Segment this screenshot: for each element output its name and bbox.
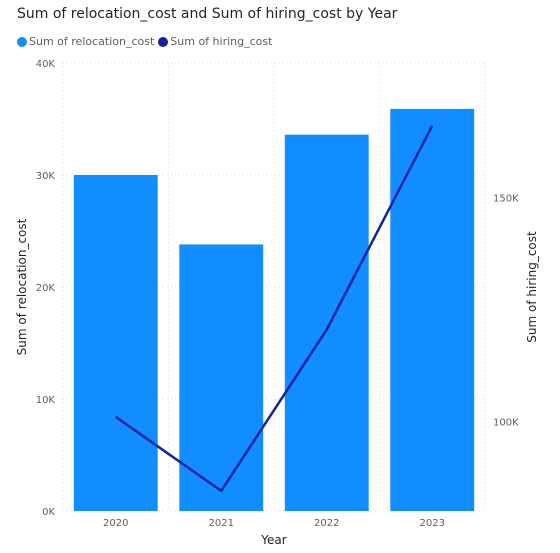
hiring-line bbox=[115, 125, 434, 493]
x-tick-label: 2023 bbox=[420, 518, 445, 529]
y2-axis-ticks: 100K 150K bbox=[493, 193, 519, 428]
legend-label-hiring: Sum of hiring_cost bbox=[170, 35, 273, 48]
y-tick-label: 0K bbox=[42, 507, 55, 518]
x-tick-label: 2020 bbox=[103, 518, 128, 529]
legend-item-hiring[interactable]: Sum of hiring_cost bbox=[158, 35, 272, 48]
y2-tick-label: 100K bbox=[493, 417, 519, 428]
gridlines bbox=[62, 62, 486, 512]
y-axis-ticks: 0K 10K 20K 30K 40K bbox=[36, 59, 56, 518]
legend-marker-hiring bbox=[158, 36, 169, 47]
x-axis-title: Year bbox=[260, 533, 286, 547]
y-tick-label: 20K bbox=[36, 283, 56, 294]
legend: Sum of relocation_cost Sum of hiring_cos… bbox=[17, 35, 276, 48]
x-axis-ticks: 2020 2021 2022 2023 bbox=[103, 518, 445, 529]
bar-2021[interactable] bbox=[179, 244, 264, 511]
bar-2020[interactable] bbox=[73, 175, 158, 511]
y-tick-label: 40K bbox=[36, 59, 56, 70]
legend-item-relocation[interactable]: Sum of relocation_cost bbox=[17, 35, 154, 48]
bar-2022[interactable] bbox=[284, 134, 369, 511]
relocation-bars bbox=[73, 108, 475, 512]
y2-axis-title: Sum of hiring_cost bbox=[525, 231, 539, 343]
x-tick-label: 2021 bbox=[209, 518, 234, 529]
bar-2023[interactable] bbox=[390, 108, 475, 512]
chart-title: Sum of relocation_cost and Sum of hiring… bbox=[17, 6, 398, 22]
legend-label-relocation: Sum of relocation_cost bbox=[29, 35, 155, 48]
y2-tick-label: 150K bbox=[493, 193, 519, 204]
legend-marker-relocation bbox=[17, 36, 27, 47]
y-tick-label: 30K bbox=[36, 171, 56, 182]
y-tick-label: 10K bbox=[36, 395, 56, 406]
hiring-cost-line[interactable] bbox=[115, 125, 434, 493]
x-tick-label: 2022 bbox=[314, 518, 339, 529]
y-axis-title: Sum of relocation_cost bbox=[15, 218, 29, 355]
